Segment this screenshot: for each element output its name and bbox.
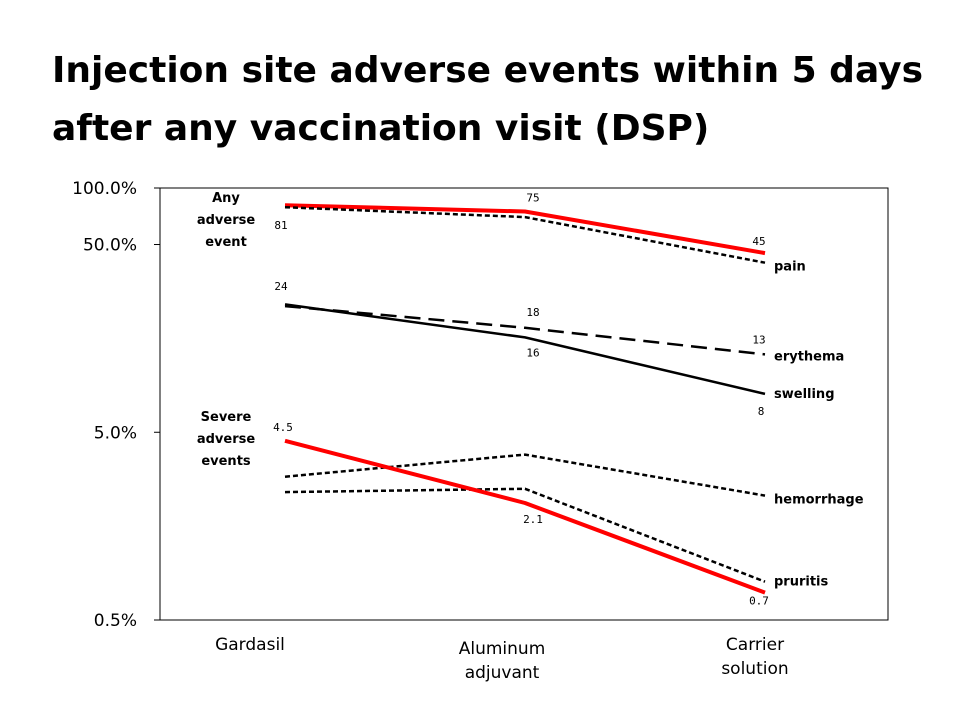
series-name-pain: pain: [774, 260, 806, 275]
y-tick-label: 50.0%: [83, 236, 137, 256]
data-label-any: 75: [526, 191, 539, 204]
data-label-severe: 4.5: [273, 421, 293, 434]
series-line-pain: [284, 205, 766, 264]
y-tick-label: 100.0%: [72, 179, 137, 199]
data-label-erythema: 13: [752, 333, 765, 346]
group-label: Severe: [201, 410, 252, 425]
series-line-swelling: [284, 303, 766, 396]
x-category-label: Carrier: [726, 635, 784, 655]
series-line-any: [284, 203, 766, 256]
group-label: events: [201, 454, 251, 469]
series-name-erythema: erythema: [774, 349, 844, 364]
group-labels: Any adverse event Severe adverse events: [197, 191, 256, 469]
series-name-swelling: swelling: [774, 387, 835, 402]
data-labels: 81 75 45 24 18 13 16 8 4.5 2.1 0.7: [273, 191, 769, 607]
x-axis-categories: Gardasil Aluminum adjuvant Carrier solution: [215, 635, 789, 683]
data-label-severe: 2.1: [523, 513, 543, 526]
slide-title-line-1: Injection site adverse events within 5 d…: [52, 50, 924, 91]
group-label: adverse: [197, 432, 256, 447]
x-category-label: Aluminum: [459, 639, 546, 659]
data-label-any: 45: [752, 235, 765, 248]
y-tick-label: 5.0%: [94, 423, 137, 443]
series-line-erythema: [284, 304, 766, 356]
series-line-hemorrhage: [284, 453, 766, 497]
slide-title: Injection site adverse events within 5 d…: [52, 42, 932, 158]
data-label-erythema: 24: [274, 280, 288, 293]
data-label-swelling: 16: [526, 346, 539, 359]
slide-title-line-2: after any vaccination visit (DSP): [52, 108, 710, 149]
series-name-hemorrhage: hemorrhage: [774, 493, 864, 508]
group-label: event: [205, 235, 247, 250]
y-axis-ticks: 100.0% 50.0% 5.0% 0.5%: [72, 179, 160, 631]
x-category-label: Gardasil: [215, 635, 285, 655]
series-line-severe: [284, 438, 766, 595]
data-label-swelling: 8: [758, 405, 765, 418]
series-line-pruritis: [284, 487, 766, 583]
x-category-label: adjuvant: [465, 663, 540, 683]
data-label-severe: 0.7: [749, 595, 769, 608]
group-label: Any: [212, 191, 240, 206]
x-category-label: solution: [721, 659, 788, 679]
series-name-pruritis: pruritis: [774, 575, 829, 590]
plot-area-border: [159, 187, 889, 621]
data-label-any: 81: [274, 219, 287, 232]
series-name-labels: pain erythema swelling hemorrhage pruritis: [774, 260, 864, 590]
data-label-erythema: 18: [526, 306, 539, 319]
y-tick-label: 0.5%: [94, 611, 137, 631]
series-lines: [284, 203, 766, 595]
group-label: adverse: [197, 213, 256, 228]
